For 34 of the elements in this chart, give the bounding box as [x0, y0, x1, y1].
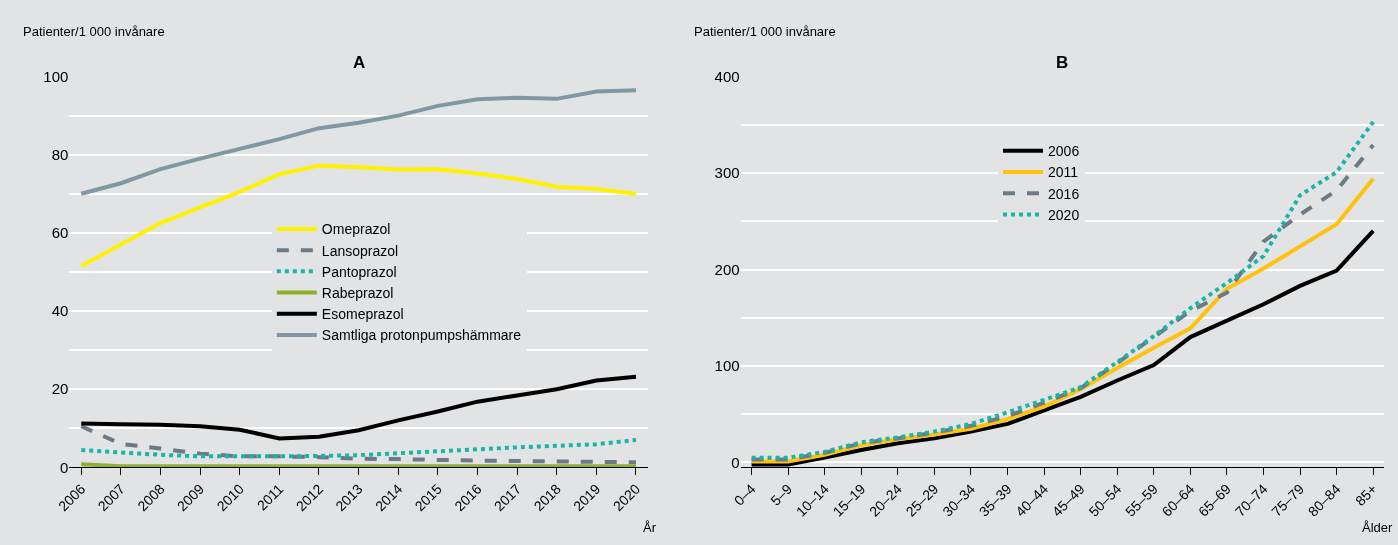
y-tick-label: 20	[51, 380, 69, 398]
y-axis-title: Patienter/1 000 invånare	[23, 24, 165, 39]
legend-label: 2020	[1048, 206, 1080, 223]
y-tick-label: 300	[714, 164, 740, 182]
x-tick-label: 85+	[1352, 480, 1381, 509]
line-series	[79, 374, 638, 441]
line-series	[79, 88, 638, 196]
legend-label: Samtliga protonpumpshämmare	[321, 327, 522, 344]
y-axis-title: Patienter/1 000 invånare	[694, 24, 836, 39]
y-tick-label: 60	[51, 224, 69, 242]
legend-label: Rabeprazol	[321, 285, 394, 301]
x-tick-label: 5–9	[767, 480, 796, 509]
y-tick-label: 200	[714, 260, 740, 278]
y-tick-label: 0	[731, 453, 740, 471]
line-series	[79, 424, 638, 465]
x-tick-label: 0–4	[730, 480, 759, 509]
x-axis-title: Ålder	[1362, 520, 1394, 535]
y-tick-label: 100	[714, 357, 740, 375]
y-tick-label: 100	[43, 67, 69, 85]
y-tick-label: 400	[714, 67, 740, 85]
legend-label: Omeprazol	[321, 221, 391, 238]
chart-title: B	[1056, 53, 1069, 72]
legend-label: Pantoprazol	[321, 263, 397, 280]
legend-label: 2016	[1048, 185, 1080, 202]
y-tick-label: 0	[60, 458, 69, 476]
line-series	[79, 437, 638, 459]
legend-label: 2011	[1048, 164, 1079, 181]
y-tick-label: 40	[51, 302, 69, 320]
legend-label: Esomeprazol	[321, 306, 404, 323]
legend-label: 2006	[1048, 143, 1080, 160]
chart-title: A	[353, 53, 366, 72]
y-tick-label: 80	[51, 145, 69, 163]
legend-label: Lansoprazol	[321, 242, 399, 259]
x-axis-title: År	[643, 520, 657, 535]
